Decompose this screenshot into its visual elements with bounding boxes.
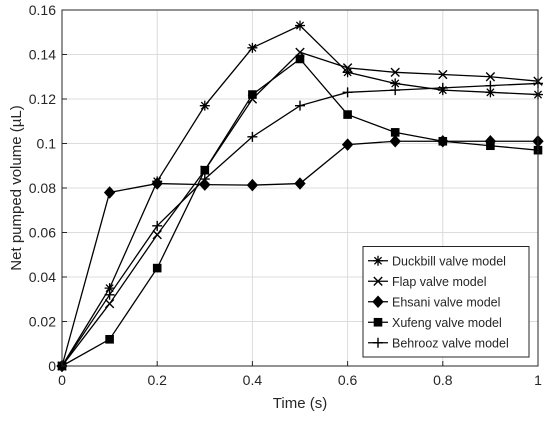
data-point (295, 54, 305, 64)
data-point (342, 87, 353, 98)
data-point (104, 289, 115, 300)
data-point (341, 138, 354, 151)
y-tick-label: 0.16 (29, 2, 56, 18)
y-tick-label: 0.1 (37, 136, 57, 152)
tick-labels: 0 0.2 0.4 0.6 0.8 1 0 0.02 0.04 0.06 0.08 0.1 0.12 0.… (29, 2, 542, 388)
data-point (438, 136, 448, 146)
data-point (390, 85, 401, 96)
x-axis-label: Time (s) (273, 395, 327, 412)
x-tick-label: 0.2 (147, 372, 167, 388)
data-point (152, 263, 162, 273)
y-tick-label: 0.08 (29, 180, 56, 196)
data-point (295, 100, 305, 111)
data-point (373, 317, 383, 327)
y-tick-label: 0.12 (29, 91, 56, 107)
data-point (373, 276, 383, 286)
data-point (390, 67, 400, 77)
data-point (342, 67, 353, 78)
data-point (152, 230, 162, 240)
data-point (103, 186, 116, 199)
data-point (199, 100, 210, 111)
data-point (295, 20, 305, 31)
legend-label: Behrooz valve model (392, 336, 509, 350)
data-point (389, 135, 401, 148)
legend-item: Xufeng valve model (368, 316, 502, 330)
data-point (247, 42, 258, 53)
y-tick-label: 0 (48, 358, 56, 374)
data-point (247, 131, 258, 142)
legend-item: Duckbill valve model (368, 254, 506, 268)
data-point (485, 72, 496, 82)
data-point (343, 110, 352, 119)
data-point (390, 78, 401, 89)
data-point (152, 220, 163, 231)
y-tick-label: 0.06 (29, 225, 56, 241)
data-point (199, 174, 210, 185)
data-point (437, 82, 448, 93)
data-point (485, 87, 496, 98)
series-group (56, 20, 544, 373)
data-point (248, 90, 257, 99)
data-point (294, 177, 306, 190)
data-point (104, 299, 115, 309)
data-point (104, 283, 115, 294)
legend: Duckbill valve model Flap valve model Ehsa… (362, 246, 530, 358)
data-point (486, 141, 495, 151)
y-axis-label: Net pumped volume (µL) (8, 105, 25, 270)
data-point (438, 69, 448, 80)
x-tick-label: 0.4 (243, 372, 263, 388)
data-point (373, 337, 383, 348)
legend-label: Flap valve model (392, 275, 487, 289)
legend-label: Ehsani valve model (392, 295, 500, 309)
data-point (200, 165, 210, 175)
data-point (372, 295, 384, 308)
x-tick-label: 0 (58, 372, 66, 388)
data-point (485, 80, 496, 91)
x-tick-label: 0.6 (338, 372, 358, 388)
data-point (390, 128, 400, 137)
data-point (373, 255, 383, 266)
legend-box (362, 246, 530, 358)
legend-item: Behrooz valve model (368, 336, 509, 350)
y-tick-label: 0.02 (29, 314, 56, 330)
legend-item: Flap valve model (368, 275, 487, 289)
legend-label: Duckbill valve model (392, 254, 506, 268)
x-tick-label: 1 (534, 372, 542, 388)
legend-item: Ehsani valve model (368, 295, 500, 309)
data-point (246, 178, 259, 192)
data-point (105, 335, 114, 344)
data-point (342, 63, 353, 73)
legend-label: Xufeng valve model (392, 316, 502, 330)
y-tick-label: 0.04 (29, 269, 56, 285)
x-tick-label: 0.8 (433, 372, 453, 388)
y-tick-label: 0.14 (29, 47, 56, 63)
data-point (151, 177, 163, 190)
series-behrooz-valve-model (57, 78, 543, 371)
